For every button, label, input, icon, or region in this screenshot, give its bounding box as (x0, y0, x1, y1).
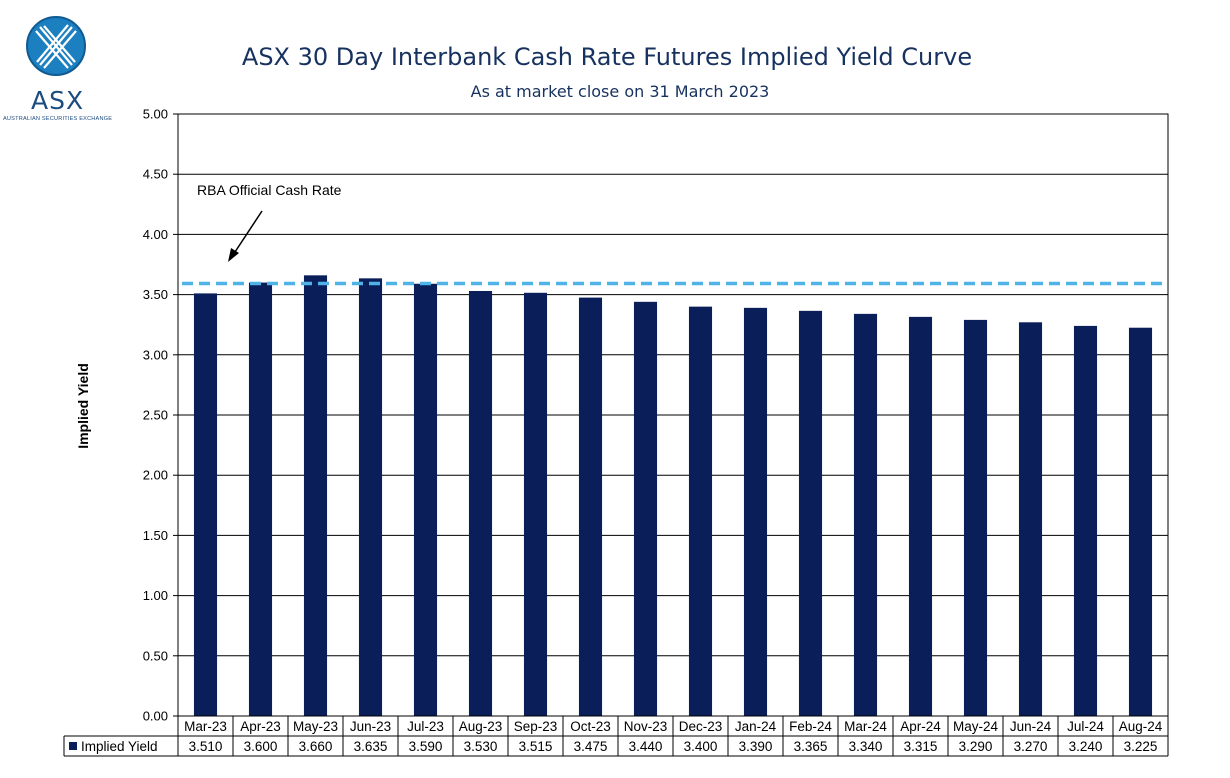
y-tick-label: 3.00 (143, 347, 168, 362)
chart-subtitle: As at market close on 31 March 2023 (470, 82, 770, 101)
data-label: 3.365 (794, 739, 828, 754)
x-tick-label: Sep-23 (514, 719, 558, 734)
bar-jul-24 (1073, 325, 1098, 716)
x-tick-label: Jan-24 (735, 719, 777, 734)
x-tick-label: Apr-23 (240, 719, 281, 734)
data-label: 3.530 (464, 739, 498, 754)
y-tick-label: 5.00 (143, 107, 168, 122)
bar-feb-24 (798, 310, 823, 716)
bar-dec-23 (688, 306, 713, 716)
bar-jul-23 (413, 283, 438, 716)
y-tick-label: 4.00 (143, 227, 168, 242)
x-tick-label: Jun-24 (1010, 719, 1052, 734)
reference-annotation: RBA Official Cash Rate (197, 182, 342, 262)
data-label: 3.660 (299, 739, 333, 754)
legend-label: Implied Yield (81, 739, 158, 754)
x-tick-label: Oct-23 (570, 719, 611, 734)
data-label: 3.635 (354, 739, 388, 754)
x-tick-label: Aug-23 (459, 719, 503, 734)
chart-title: ASX 30 Day Interbank Cash Rate Futures I… (241, 43, 973, 71)
reference-line-label: RBA Official Cash Rate (197, 182, 342, 198)
bar-nov-23 (633, 301, 658, 716)
x-tick-label: Feb-24 (789, 719, 832, 734)
bar-mar-23 (193, 293, 218, 716)
annotation-arrow-head (228, 248, 239, 262)
bar-jan-24 (743, 307, 768, 716)
data-label: 3.400 (684, 739, 718, 754)
bar-apr-23 (248, 282, 273, 716)
y-tick-label: 0.00 (143, 709, 168, 724)
data-label: 3.290 (959, 739, 993, 754)
x-tick-label: Jul-24 (1067, 719, 1104, 734)
bar-sep-23 (523, 292, 548, 716)
bar-oct-23 (578, 297, 603, 716)
x-tick-label: Apr-24 (900, 719, 941, 734)
x-tick-label: Mar-24 (844, 719, 887, 734)
data-label: 3.510 (189, 739, 223, 754)
logo-subtitle: AUSTRALIAN SECURITIES EXCHANGE (3, 116, 113, 122)
x-tick-label: Aug-24 (1119, 719, 1163, 734)
x-tick-label: Mar-23 (184, 719, 227, 734)
y-tick-label: 2.50 (143, 408, 168, 423)
data-label: 3.240 (1069, 739, 1103, 754)
annotation-arrow-shaft (232, 210, 263, 256)
y-axis-ticks: 0.00 0.50 1.00 1.50 2.00 2.50 3.00 3.50 4.00 4.50… (143, 107, 178, 724)
legend-swatch (69, 742, 77, 750)
y-tick-label: 0.50 (143, 648, 168, 663)
y-tick-label: 1.00 (143, 588, 168, 603)
y-axis-label: Implied Yield (75, 363, 91, 449)
bar-aug-24 (1128, 327, 1153, 716)
logo-text: ASX (31, 86, 85, 115)
data-label: 3.340 (849, 739, 883, 754)
y-tick-label: 1.50 (143, 528, 168, 543)
bar-apr-24 (908, 316, 933, 716)
x-tick-label: May-23 (293, 719, 338, 734)
bar-aug-23 (468, 290, 493, 716)
data-table: Mar-23 3.510 Apr-23 3.600 May-23 3.660 Jun-23 3… (63, 715, 1169, 757)
x-tick-label: May-24 (953, 719, 999, 734)
data-label: 3.390 (739, 739, 773, 754)
x-tick-label: Dec-23 (679, 719, 723, 734)
bar-jun-23 (358, 278, 383, 716)
x-tick-label: Nov-23 (624, 719, 668, 734)
data-label: 3.515 (519, 739, 553, 754)
data-label: 3.270 (1014, 739, 1048, 754)
bar-mar-24 (853, 313, 878, 716)
y-tick-label: 4.50 (143, 167, 168, 182)
x-tick-label: Jun-23 (350, 719, 391, 734)
data-label: 3.590 (409, 739, 443, 754)
bar-jun-24 (1018, 322, 1043, 716)
data-label: 3.475 (574, 739, 608, 754)
y-tick-label: 3.50 (143, 287, 168, 302)
asx-logo: ASX AUSTRALIAN SECURITIES EXCHANGE (0, 10, 120, 122)
y-tick-label: 2.00 (143, 468, 168, 483)
asx-x-icon (26, 16, 86, 76)
bar-may-24 (963, 319, 988, 716)
data-label: 3.315 (904, 739, 938, 754)
bars (193, 275, 1153, 716)
data-label: 3.225 (1124, 739, 1158, 754)
data-label: 3.600 (244, 739, 278, 754)
x-tick-label: Jul-23 (407, 719, 444, 734)
data-label: 3.440 (629, 739, 663, 754)
bar-may-23 (303, 275, 328, 716)
